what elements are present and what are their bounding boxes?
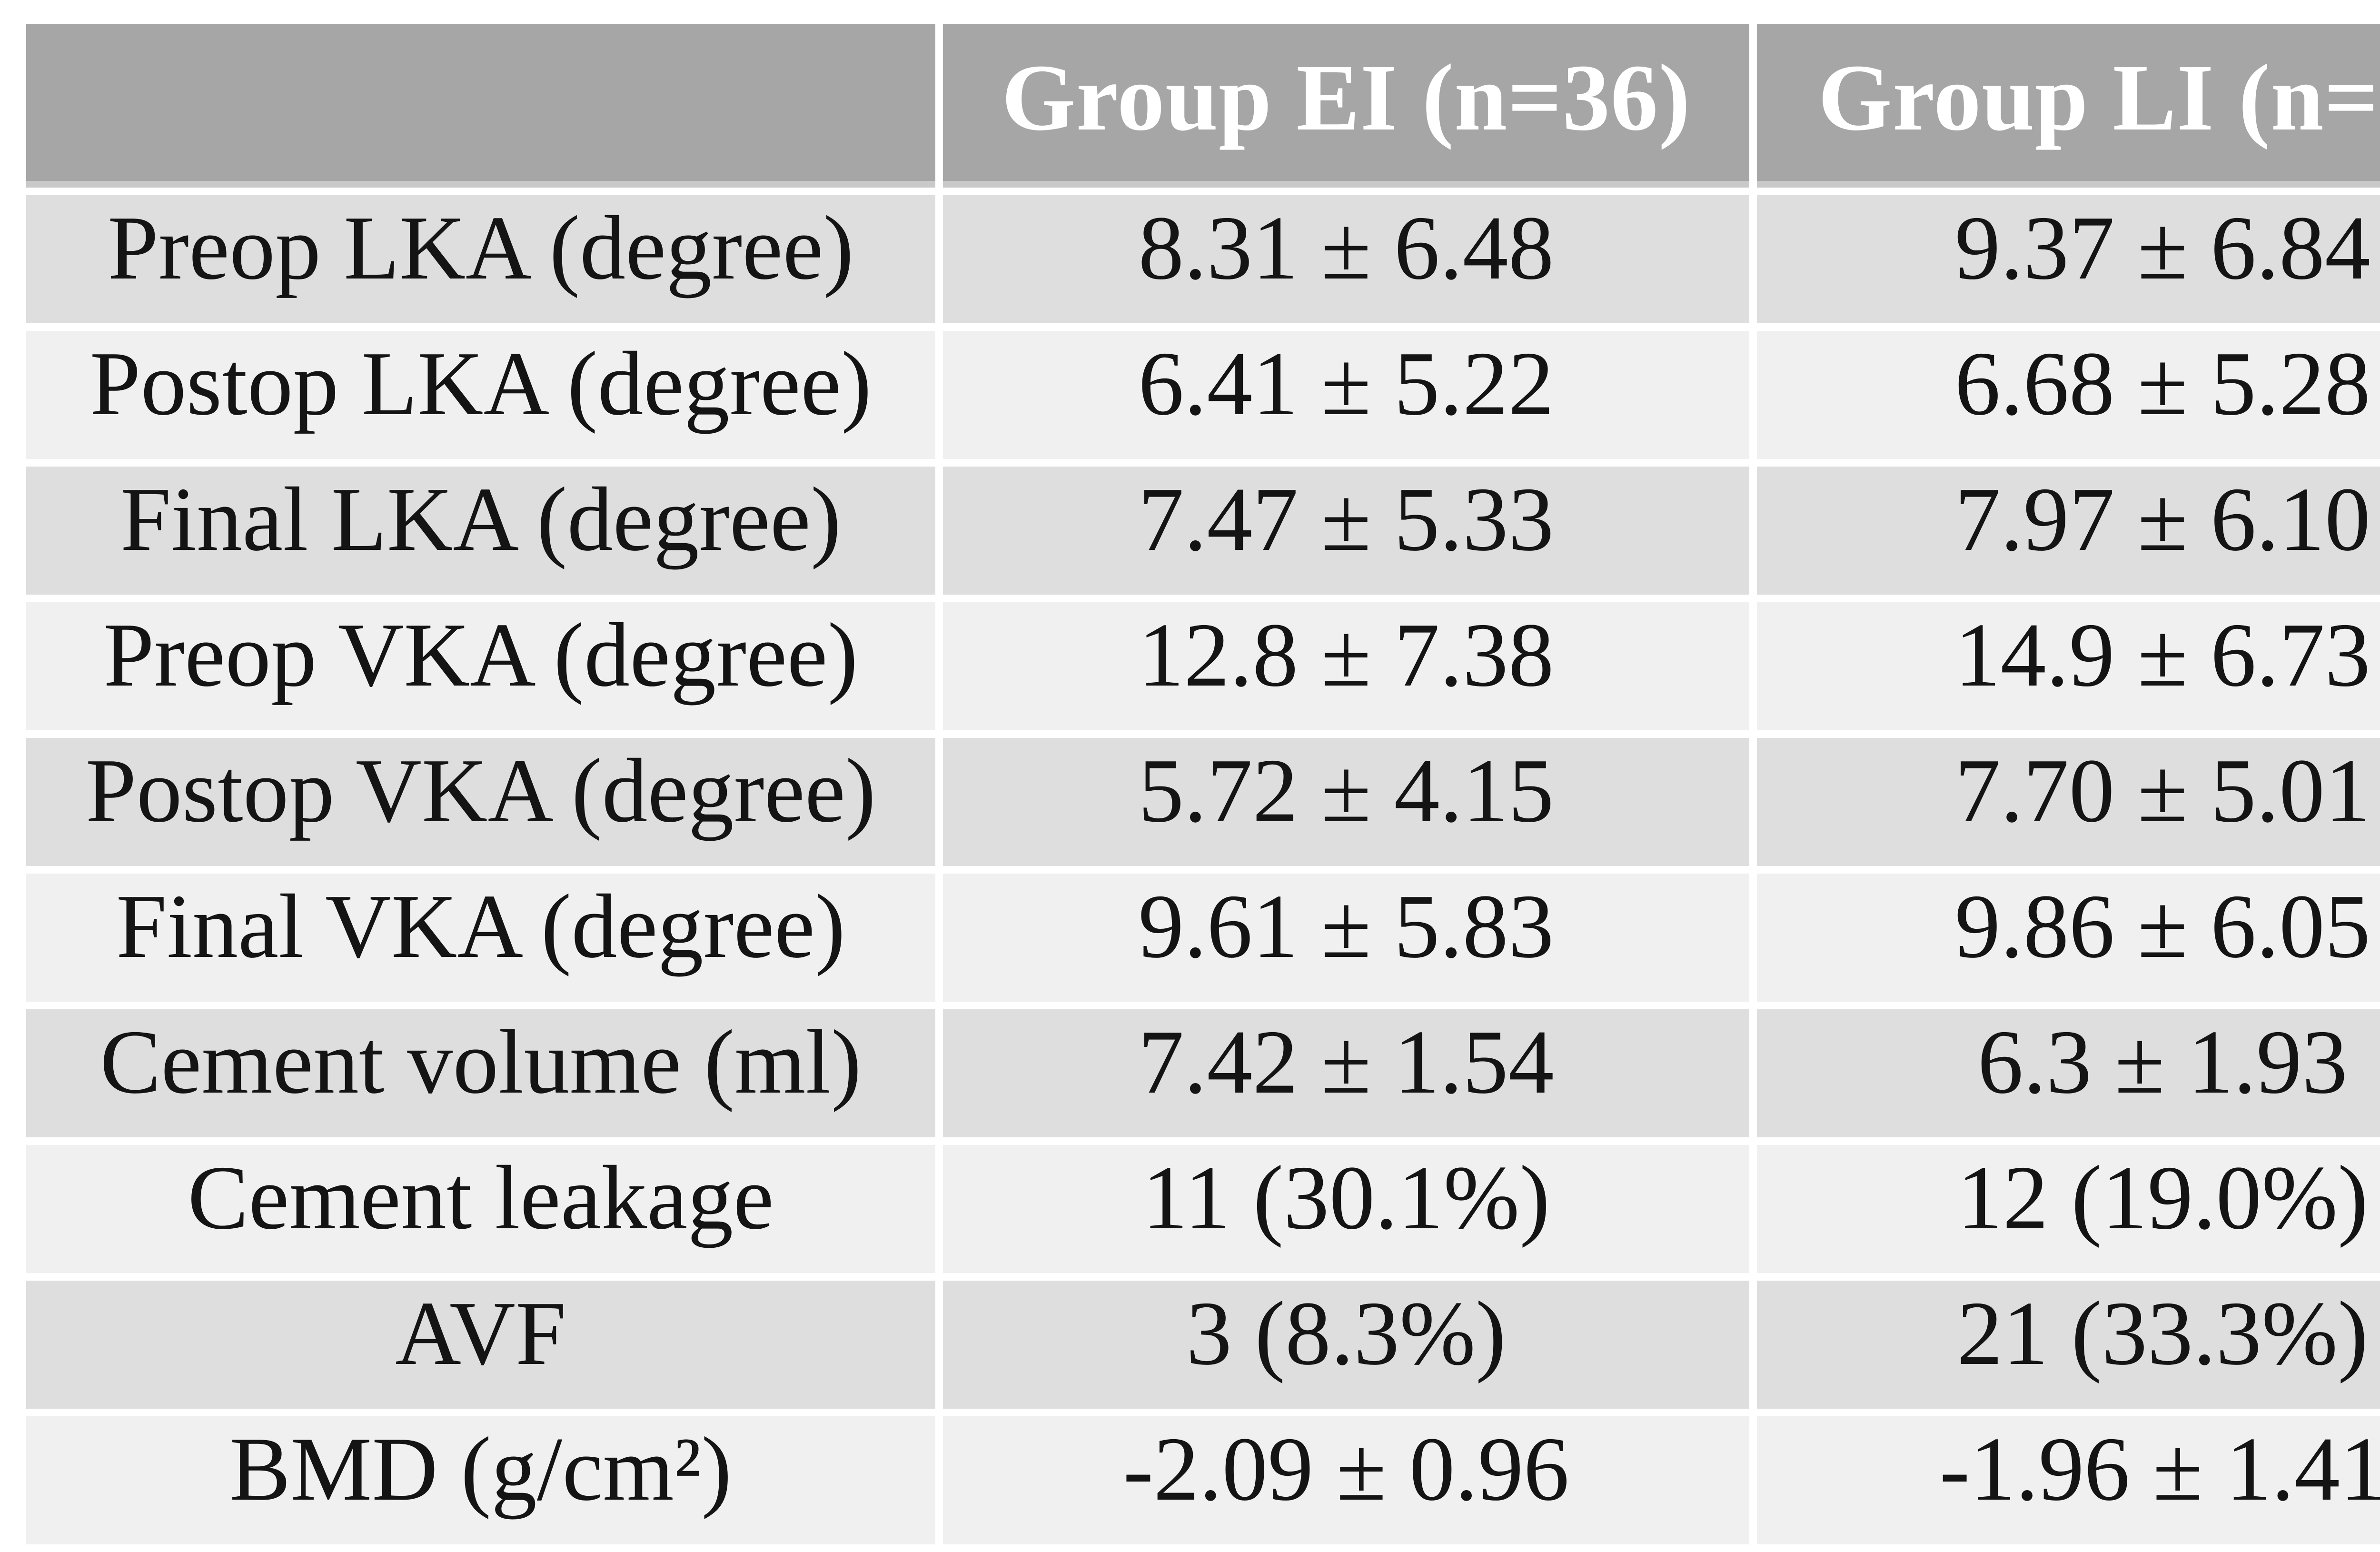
table-row: BMD (g/cm²) -2.09 ± 0.96 -1.96 ± 1.41 0.… <box>26 1416 2380 1544</box>
group-li-value-cell: 6.68 ± 5.28 <box>1757 331 2380 459</box>
header-cell-group-li: Group LI (n=63) <box>1757 24 2380 188</box>
group-ei-value-cell: -2.09 ± 0.96 <box>942 1416 1750 1544</box>
group-ei-value-cell: 7.42 ± 1.54 <box>942 1009 1750 1137</box>
row-label-cell: Cement volume (ml) <box>26 1009 935 1137</box>
group-li-value-cell: 9.86 ± 6.05 <box>1757 874 2380 1002</box>
table-body: Preop LKA (degree) 8.31 ± 6.48 9.37 ± 6.… <box>26 195 2380 1544</box>
table-row: Cement volume (ml) 7.42 ± 1.54 6.3 ± 1.9… <box>26 1009 2380 1137</box>
group-li-value-cell: 7.97 ± 6.10 <box>1757 467 2380 595</box>
outcomes-table-container: Group EI (n=36) Group LI (n=63) P value … <box>19 16 2380 1552</box>
table-row: Preop LKA (degree) 8.31 ± 6.48 9.37 ± 6.… <box>26 195 2380 323</box>
row-label-cell: Postop VKA (degree) <box>26 738 935 866</box>
group-ei-value-cell: 7.47 ± 5.33 <box>942 467 1750 595</box>
group-ei-value-cell: 8.31 ± 6.48 <box>942 195 1750 323</box>
header-cell-group-ei: Group EI (n=36) <box>942 24 1750 188</box>
table-row: Postop LKA (degree) 6.41 ± 5.22 6.68 ± 5… <box>26 331 2380 459</box>
row-label-cell: Preop LKA (degree) <box>26 195 935 323</box>
group-ei-value-cell: 11 (30.1%) <box>942 1145 1750 1273</box>
group-li-value-cell: -1.96 ± 1.41 <box>1757 1416 2380 1544</box>
group-li-value-cell: 7.70 ± 5.01 <box>1757 738 2380 866</box>
table-row: Final VKA (degree) 9.61 ± 5.83 9.86 ± 6.… <box>26 874 2380 1002</box>
table-row: Preop VKA (degree) 12.8 ± 7.38 14.9 ± 6.… <box>26 602 2380 730</box>
outcomes-table: Group EI (n=36) Group LI (n=63) P value … <box>19 16 2380 1552</box>
table-row: Cement leakage 11 (30.1%) 12 (19.0%) 0.1… <box>26 1145 2380 1273</box>
group-ei-value-cell: 12.8 ± 7.38 <box>942 602 1750 730</box>
row-label-cell: Preop VKA (degree) <box>26 602 935 730</box>
group-li-value-cell: 14.9 ± 6.73 <box>1757 602 2380 730</box>
header-cell-empty <box>26 24 935 188</box>
row-label-cell: Final VKA (degree) <box>26 874 935 1002</box>
row-label-cell: BMD (g/cm²) <box>26 1416 935 1544</box>
group-ei-value-cell: 5.72 ± 4.15 <box>942 738 1750 866</box>
table-row: Postop VKA (degree) 5.72 ± 4.15 7.70 ± 5… <box>26 738 2380 866</box>
row-label-cell: Postop LKA (degree) <box>26 331 935 459</box>
table-row: Final LKA (degree) 7.47 ± 5.33 7.97 ± 6.… <box>26 467 2380 595</box>
header-row: Group EI (n=36) Group LI (n=63) P value <box>26 24 2380 188</box>
group-ei-value-cell: 3 (8.3%) <box>942 1281 1750 1409</box>
group-ei-value-cell: 9.61 ± 5.83 <box>942 874 1750 1002</box>
group-ei-value-cell: 6.41 ± 5.22 <box>942 331 1750 459</box>
row-label-cell: Cement leakage <box>26 1145 935 1273</box>
table-header: Group EI (n=36) Group LI (n=63) P value <box>26 24 2380 188</box>
group-li-value-cell: 12 (19.0%) <box>1757 1145 2380 1273</box>
group-li-value-cell: 9.37 ± 6.84 <box>1757 195 2380 323</box>
row-label-cell: Final LKA (degree) <box>26 467 935 595</box>
table-row: AVF 3 (8.3%) 21 (33.3%) 0.034* <box>26 1281 2380 1409</box>
group-li-value-cell: 21 (33.3%) <box>1757 1281 2380 1409</box>
group-li-value-cell: 6.3 ± 1.93 <box>1757 1009 2380 1137</box>
row-label-cell: AVF <box>26 1281 935 1409</box>
